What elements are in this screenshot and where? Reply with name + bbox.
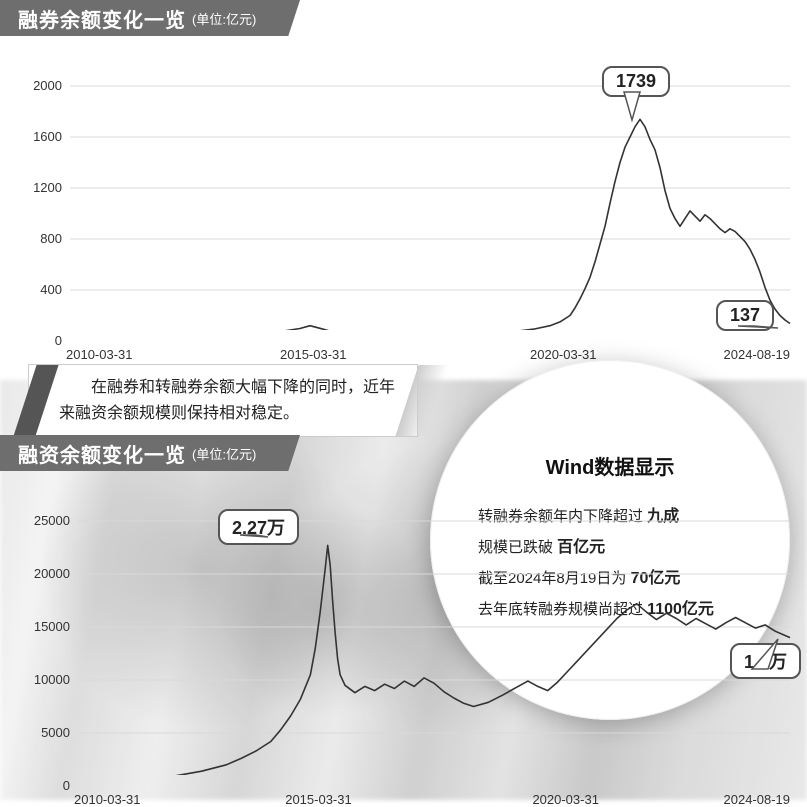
y-tick-label: 25000 — [34, 513, 70, 528]
y-tick-label: 1600 — [33, 129, 62, 144]
y-tick-label: 5000 — [41, 725, 70, 740]
callout: 1739 — [602, 66, 670, 97]
callout: 1.4万 — [730, 643, 801, 679]
x-tick-label: 2010-03-31 — [66, 347, 133, 362]
y-tick-label: 400 — [40, 282, 62, 297]
chart1-title: 融券余额变化一览 — [18, 4, 186, 33]
x-tick-label: 2020-03-31 — [532, 792, 599, 807]
chart2-unit: (单位:亿元) — [192, 444, 256, 463]
y-tick-label: 2000 — [33, 78, 62, 93]
x-tick-label: 2015-03-31 — [280, 347, 347, 362]
chart2-header: 融资余额变化一览 (单位:亿元) — [0, 435, 807, 471]
caption-box: 在融券和转融券余额大幅下降的同时，近年来融资余额规模则保持相对稳定。 — [28, 364, 418, 437]
y-tick-label: 1200 — [33, 180, 62, 195]
x-tick-label: 2024-08-19 — [724, 792, 791, 807]
chart1-header: 融券余额变化一览 (单位:亿元) — [0, 0, 807, 36]
margin-financing-balance-chart: 融资余额变化一览 (单位:亿元) 05000100001500020000250… — [0, 435, 807, 775]
y-tick-label: 10000 — [34, 672, 70, 687]
y-tick-label: 20000 — [34, 566, 70, 581]
securities-lending-balance-chart: 融券余额变化一览 (单位:亿元) 04008001200160020002010… — [0, 0, 807, 330]
x-tick-label: 2010-03-31 — [74, 792, 141, 807]
caption-text: 在融券和转融券余额大幅下降的同时，近年来融资余额规模则保持相对稳定。 — [59, 379, 395, 422]
callout: 2.27万 — [218, 509, 299, 545]
x-tick-label: 2015-03-31 — [285, 792, 352, 807]
y-tick-label: 0 — [55, 333, 62, 348]
chart1-body: 04008001200160020002010-03-312015-03-312… — [0, 36, 807, 330]
chart2-title: 融资余额变化一览 — [18, 439, 186, 468]
y-tick-label: 800 — [40, 231, 62, 246]
chart2-body: 05000100001500020000250002010-03-312015-… — [0, 471, 807, 775]
chart1-unit: (单位:亿元) — [192, 9, 256, 28]
callout: 137 — [716, 300, 774, 331]
y-tick-label: 15000 — [34, 619, 70, 634]
y-tick-label: 0 — [63, 778, 70, 793]
